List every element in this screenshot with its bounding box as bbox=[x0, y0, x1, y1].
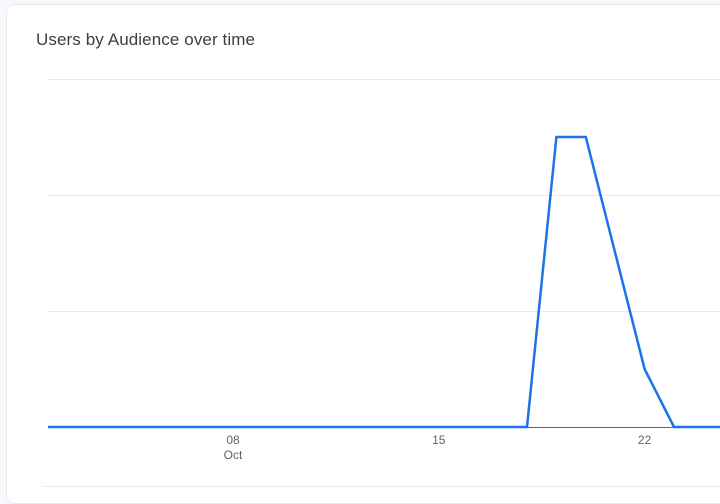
bottom-divider bbox=[42, 486, 720, 487]
x-tick-month-label: Oct bbox=[224, 448, 243, 462]
x-tick-label: 22 bbox=[638, 433, 652, 447]
chart-card bbox=[6, 4, 720, 504]
x-tick-label: 15 bbox=[432, 433, 446, 447]
series-layer bbox=[48, 135, 720, 429]
series-line bbox=[48, 135, 720, 429]
gridlines bbox=[48, 79, 720, 428]
card-title: Users by Audience over time bbox=[36, 30, 256, 49]
x-tick-label: 08 bbox=[226, 433, 240, 447]
